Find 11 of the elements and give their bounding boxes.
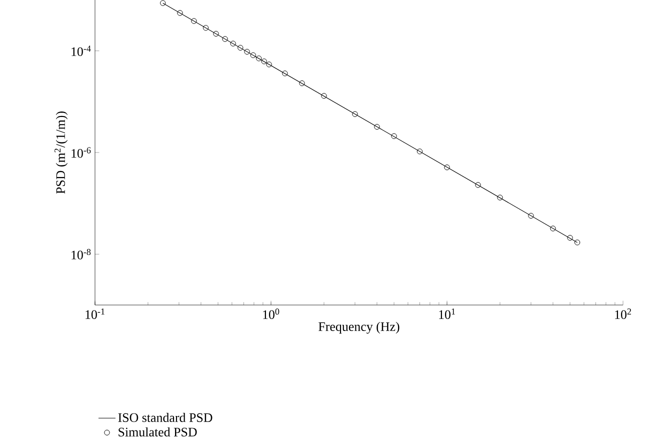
y-tick-label: 10$^{-4}$	[72, 46, 91, 56]
x-tick-label: 10$^{-1}$	[86, 308, 104, 319]
x-tick-label: 10$^{2}$	[615, 308, 631, 319]
legend-label: ISO standard PSD	[118, 412, 212, 422]
x-tick-label: 10$^{0}$	[263, 308, 280, 320]
y-tick-label: 10$^{-6}$	[72, 147, 91, 158]
x-tick-label: 10$^{1}$	[439, 308, 455, 319]
legend-label: Simulated PSD	[118, 427, 197, 436]
y-axis-title: PSD (m$^{2}$/(1/m))	[54, 112, 68, 194]
y-tick-label: 10$^{-8}$	[72, 248, 91, 260]
x-axis-title: Frequency (Hz)	[318, 322, 400, 334]
